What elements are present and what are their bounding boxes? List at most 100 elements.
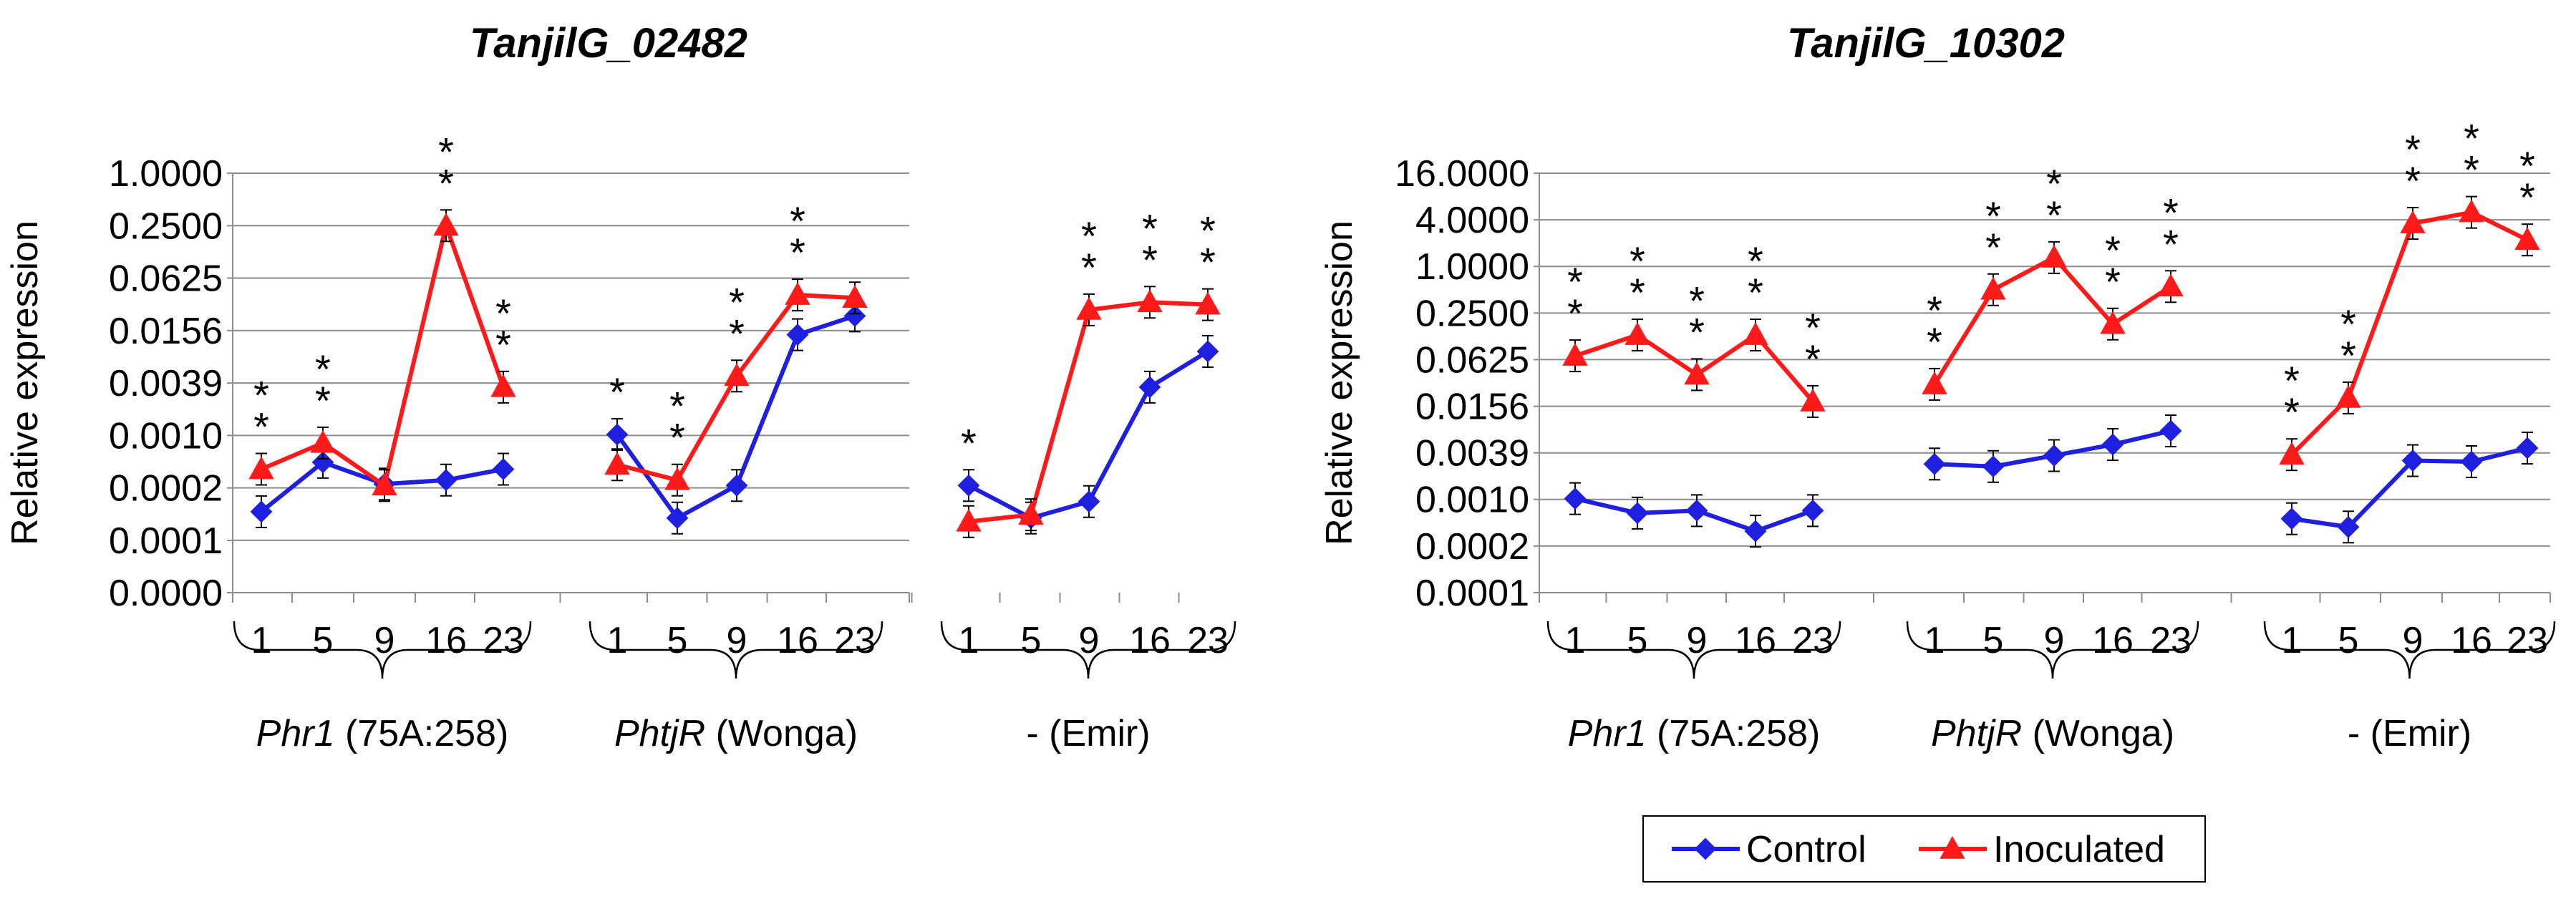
- data-point-inoculated: [310, 429, 336, 453]
- significance-star: *: [2284, 358, 2300, 403]
- significance-star: *: [2105, 259, 2121, 304]
- x-tick-label: 16: [777, 620, 818, 661]
- significance-star: *: [2464, 116, 2479, 161]
- significance-star: *: [2163, 190, 2179, 235]
- significance-star: *: [790, 230, 805, 275]
- x-tick-label: 1: [607, 620, 628, 661]
- data-point-control: [606, 423, 629, 446]
- data-point-control: [311, 451, 334, 474]
- data-point-control: [1685, 499, 1708, 522]
- data-point-inoculated: [785, 282, 810, 305]
- data-point-inoculated: [724, 363, 750, 387]
- y-tick-label: 0.0001: [1415, 573, 1529, 614]
- x-tick-label: 23: [2507, 620, 2548, 661]
- data-point-inoculated: [1800, 388, 1826, 412]
- y-tick-label: 0.0010: [1415, 480, 1529, 521]
- group-brace: [233, 621, 532, 679]
- legend-label-inoculated: Inoculated: [1993, 829, 2165, 870]
- significance-star: *: [2284, 389, 2300, 434]
- legend-marker-inoculated: [1940, 835, 1965, 859]
- significance-star: *: [1985, 193, 2001, 238]
- data-point-control: [1744, 520, 1767, 543]
- legend-marker-control: [1694, 837, 1717, 860]
- data-point-control: [725, 474, 748, 497]
- x-tick-label: 5: [1983, 620, 2004, 661]
- x-tick-label: 16: [2451, 620, 2492, 661]
- group-label-line: - (Emir): [2348, 713, 2471, 754]
- y-tick-label: 0.0010: [109, 415, 223, 457]
- significance-star: *: [1081, 213, 1097, 258]
- data-point-inoculated: [1137, 289, 1163, 313]
- x-tick-label: 16: [2092, 620, 2134, 661]
- x-tick-label: 9: [1687, 620, 1708, 661]
- x-tick-label: 5: [313, 620, 334, 661]
- significance-star: *: [253, 373, 269, 418]
- data-point-inoculated: [604, 452, 630, 475]
- significance-star: *: [1748, 270, 1763, 315]
- significance-star: *: [1927, 319, 1942, 364]
- significance-star: *: [2046, 193, 2062, 238]
- x-tick-label: 9: [1079, 620, 1100, 661]
- significance-star: *: [438, 129, 454, 174]
- x-tick-label: 23: [1792, 620, 1834, 661]
- significance-star: *: [1805, 336, 1821, 382]
- group-brace: [2263, 621, 2556, 679]
- data-point-inoculated: [1743, 321, 1768, 345]
- group-label-gene: PhtjR: [1931, 713, 2022, 754]
- data-point-control: [435, 469, 457, 492]
- x-tick-label: 5: [2338, 620, 2359, 661]
- data-point-inoculated: [490, 374, 516, 397]
- significance-star: *: [1630, 270, 1645, 315]
- group-label: - (Emir): [2348, 713, 2471, 754]
- chart-tanjilg-02482: TanjilG_02482 Relative expression 0.0000 0.…: [4, 20, 1236, 754]
- y-tick-label: 1.0000: [109, 153, 223, 195]
- y-tick-label: 0.0039: [109, 363, 223, 404]
- group-label: Phr1 (75A:258): [1568, 713, 1821, 754]
- x-tick-label: 23: [1187, 620, 1229, 661]
- data-point-control: [2101, 433, 2124, 456]
- group-label-gene: Phr1: [256, 713, 335, 754]
- significance-star: *: [1200, 208, 1216, 253]
- significance-star: *: [729, 279, 745, 324]
- significance-star: *: [1142, 205, 1158, 251]
- y-tick-label: 0.0039: [1415, 433, 1529, 475]
- y-tick-label: 0.0000: [109, 573, 223, 614]
- data-point-inoculated: [2158, 273, 2184, 297]
- data-point-inoculated: [2459, 199, 2484, 223]
- data-point-inoculated: [1018, 502, 1044, 525]
- data-point-inoculated: [1076, 296, 1102, 320]
- data-point-inoculated: [2041, 244, 2067, 268]
- significance-star: *: [2105, 228, 2121, 273]
- significance-star: *: [1142, 237, 1158, 282]
- chart-title: TanjilG_02482: [470, 20, 747, 67]
- significance-star: *: [790, 198, 805, 243]
- significance-star: *: [315, 346, 331, 392]
- data-point-inoculated: [2514, 227, 2540, 250]
- significance-star: *: [2464, 147, 2479, 193]
- group-label: PhtjR (Wonga): [614, 713, 858, 754]
- x-tick-label: 1: [1924, 620, 1945, 661]
- data-point-inoculated: [433, 213, 459, 236]
- group-label-gene: Phr1: [1568, 713, 1647, 754]
- data-point-inoculated: [1562, 343, 1588, 366]
- y-tick-label: 0.2500: [109, 205, 223, 247]
- data-point-control: [2043, 444, 2066, 467]
- data-point-inoculated: [842, 285, 868, 308]
- data-point-inoculated: [1195, 291, 1221, 315]
- group-label: Phr1 (75A:258): [256, 713, 509, 754]
- series-line-inoculated: [2290, 210, 2529, 457]
- group-brace: [1546, 621, 1841, 679]
- y-tick-label: 0.0156: [109, 311, 223, 352]
- y-tick-label: 4.0000: [1415, 200, 1529, 241]
- data-point-control: [1626, 502, 1649, 525]
- x-tick-label: 16: [1735, 620, 1776, 661]
- significance-star: *: [1567, 259, 1583, 304]
- x-tick-label: 23: [2150, 620, 2192, 661]
- significance-star: *: [609, 369, 625, 414]
- data-point-control: [786, 324, 809, 346]
- data-point-inoculated: [664, 467, 690, 490]
- data-point-control: [957, 474, 980, 497]
- data-point-inoculated: [956, 508, 982, 532]
- data-point-control: [1982, 455, 2005, 478]
